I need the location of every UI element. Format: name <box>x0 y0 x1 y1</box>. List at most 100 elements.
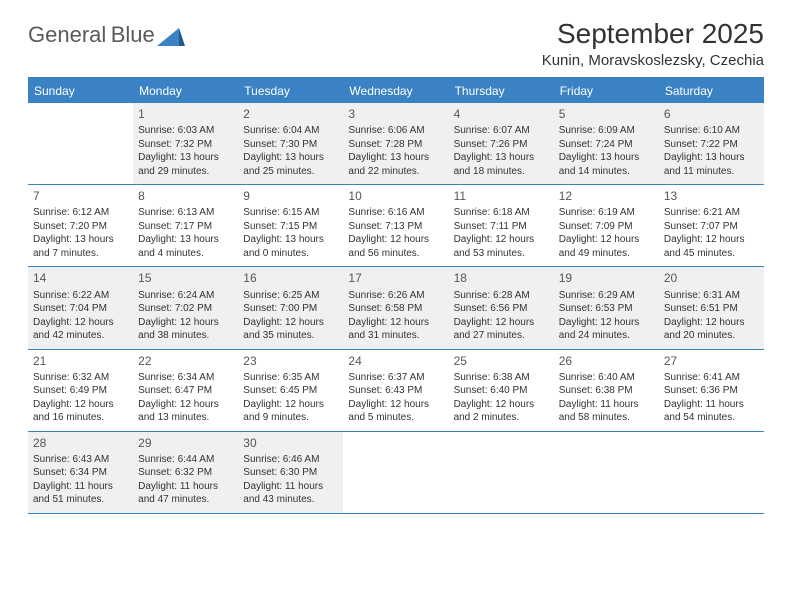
sunrise-text: Sunrise: 6:38 AM <box>454 371 549 385</box>
daylight2-text: and 16 minutes. <box>33 411 128 425</box>
day-number: 4 <box>454 106 549 122</box>
daylight2-text: and 14 minutes. <box>559 165 654 179</box>
sunrise-text: Sunrise: 6:43 AM <box>33 453 128 467</box>
week-row: 1Sunrise: 6:03 AMSunset: 7:32 PMDaylight… <box>28 103 764 185</box>
sunrise-text: Sunrise: 6:44 AM <box>138 453 233 467</box>
sunrise-text: Sunrise: 6:09 AM <box>559 124 654 138</box>
daylight1-text: Daylight: 12 hours <box>454 233 549 247</box>
daylight1-text: Daylight: 12 hours <box>33 316 128 330</box>
calendar-cell: 18Sunrise: 6:28 AMSunset: 6:56 PMDayligh… <box>449 267 554 348</box>
daylight2-text: and 56 minutes. <box>348 247 443 261</box>
day-number: 23 <box>243 353 338 369</box>
sunset-text: Sunset: 6:32 PM <box>138 466 233 480</box>
daylight2-text: and 38 minutes. <box>138 329 233 343</box>
daylight2-text: and 25 minutes. <box>243 165 338 179</box>
daylight1-text: Daylight: 11 hours <box>138 480 233 494</box>
daylight1-text: Daylight: 13 hours <box>243 233 338 247</box>
calendar-cell: 26Sunrise: 6:40 AMSunset: 6:38 PMDayligh… <box>554 350 659 431</box>
week-row: 28Sunrise: 6:43 AMSunset: 6:34 PMDayligh… <box>28 432 764 514</box>
daylight1-text: Daylight: 12 hours <box>348 316 443 330</box>
calendar-table: Sunday Monday Tuesday Wednesday Thursday… <box>28 77 764 514</box>
daylight2-text: and 22 minutes. <box>348 165 443 179</box>
daylight2-text: and 58 minutes. <box>559 411 654 425</box>
sunset-text: Sunset: 6:34 PM <box>33 466 128 480</box>
sunset-text: Sunset: 7:04 PM <box>33 302 128 316</box>
day-number: 15 <box>138 270 233 286</box>
sunset-text: Sunset: 7:20 PM <box>33 220 128 234</box>
daylight2-text: and 45 minutes. <box>664 247 759 261</box>
daylight1-text: Daylight: 12 hours <box>138 398 233 412</box>
daylight2-text: and 11 minutes. <box>664 165 759 179</box>
day-number: 27 <box>664 353 759 369</box>
daylight1-text: Daylight: 12 hours <box>33 398 128 412</box>
day-number: 18 <box>454 270 549 286</box>
sunset-text: Sunset: 6:56 PM <box>454 302 549 316</box>
sunrise-text: Sunrise: 6:15 AM <box>243 206 338 220</box>
daylight1-text: Daylight: 13 hours <box>348 151 443 165</box>
daylight2-text: and 51 minutes. <box>33 493 128 507</box>
sunrise-text: Sunrise: 6:22 AM <box>33 289 128 303</box>
sunset-text: Sunset: 7:07 PM <box>664 220 759 234</box>
daylight1-text: Daylight: 11 hours <box>664 398 759 412</box>
location-text: Kunin, Moravskoslezsky, Czechia <box>28 52 764 69</box>
dayname-thursday: Thursday <box>449 79 554 103</box>
daylight1-text: Daylight: 12 hours <box>664 233 759 247</box>
calendar-cell: 14Sunrise: 6:22 AMSunset: 7:04 PMDayligh… <box>28 267 133 348</box>
daylight1-text: Daylight: 11 hours <box>243 480 338 494</box>
calendar-cell: 19Sunrise: 6:29 AMSunset: 6:53 PMDayligh… <box>554 267 659 348</box>
day-number: 22 <box>138 353 233 369</box>
daylight1-text: Daylight: 13 hours <box>138 233 233 247</box>
daylight1-text: Daylight: 13 hours <box>559 151 654 165</box>
sunset-text: Sunset: 7:28 PM <box>348 138 443 152</box>
day-number: 10 <box>348 188 443 204</box>
day-number: 21 <box>33 353 128 369</box>
sunrise-text: Sunrise: 6:26 AM <box>348 289 443 303</box>
day-number: 8 <box>138 188 233 204</box>
dayname-wednesday: Wednesday <box>343 79 448 103</box>
calendar-cell: 23Sunrise: 6:35 AMSunset: 6:45 PMDayligh… <box>238 350 343 431</box>
calendar-cell: 1Sunrise: 6:03 AMSunset: 7:32 PMDaylight… <box>133 103 238 184</box>
sunset-text: Sunset: 6:47 PM <box>138 384 233 398</box>
sunset-text: Sunset: 6:53 PM <box>559 302 654 316</box>
sunrise-text: Sunrise: 6:06 AM <box>348 124 443 138</box>
sunrise-text: Sunrise: 6:41 AM <box>664 371 759 385</box>
daylight1-text: Daylight: 13 hours <box>33 233 128 247</box>
calendar-cell: 15Sunrise: 6:24 AMSunset: 7:02 PMDayligh… <box>133 267 238 348</box>
calendar-cell: 8 Sunrise: 6:13 AMSunset: 7:17 PMDaylight… <box>133 185 238 266</box>
sunset-text: Sunset: 7:15 PM <box>243 220 338 234</box>
calendar-cell: 28Sunrise: 6:43 AMSunset: 6:34 PMDayligh… <box>28 432 133 513</box>
sunrise-text: Sunrise: 6:37 AM <box>348 371 443 385</box>
day-number: 11 <box>454 188 549 204</box>
logo-text-blue: Blue <box>111 22 155 47</box>
sunrise-text: Sunrise: 6:34 AM <box>138 371 233 385</box>
sunset-text: Sunset: 6:58 PM <box>348 302 443 316</box>
calendar-cell: 16Sunrise: 6:25 AMSunset: 7:00 PMDayligh… <box>238 267 343 348</box>
calendar-cell <box>449 432 554 513</box>
sunset-text: Sunset: 7:17 PM <box>138 220 233 234</box>
calendar-cell: 3Sunrise: 6:06 AMSunset: 7:28 PMDaylight… <box>343 103 448 184</box>
sunset-text: Sunset: 6:40 PM <box>454 384 549 398</box>
day-number: 5 <box>559 106 654 122</box>
calendar-cell: 24Sunrise: 6:37 AMSunset: 6:43 PMDayligh… <box>343 350 448 431</box>
daylight2-text: and 54 minutes. <box>664 411 759 425</box>
sunrise-text: Sunrise: 6:18 AM <box>454 206 549 220</box>
day-number: 19 <box>559 270 654 286</box>
sunrise-text: Sunrise: 6:28 AM <box>454 289 549 303</box>
daylight1-text: Daylight: 12 hours <box>243 316 338 330</box>
sunset-text: Sunset: 7:32 PM <box>138 138 233 152</box>
daylight2-text: and 49 minutes. <box>559 247 654 261</box>
day-number: 30 <box>243 435 338 451</box>
day-number: 25 <box>454 353 549 369</box>
sunrise-text: Sunrise: 6:40 AM <box>559 371 654 385</box>
daylight2-text: and 13 minutes. <box>138 411 233 425</box>
sunrise-text: Sunrise: 6:13 AM <box>138 206 233 220</box>
sunset-text: Sunset: 7:26 PM <box>454 138 549 152</box>
sunrise-text: Sunrise: 6:12 AM <box>33 206 128 220</box>
daylight1-text: Daylight: 12 hours <box>664 316 759 330</box>
day-number: 13 <box>664 188 759 204</box>
calendar-cell <box>343 432 448 513</box>
sunset-text: Sunset: 7:22 PM <box>664 138 759 152</box>
sunset-text: Sunset: 7:00 PM <box>243 302 338 316</box>
sunrise-text: Sunrise: 6:46 AM <box>243 453 338 467</box>
sunset-text: Sunset: 6:45 PM <box>243 384 338 398</box>
